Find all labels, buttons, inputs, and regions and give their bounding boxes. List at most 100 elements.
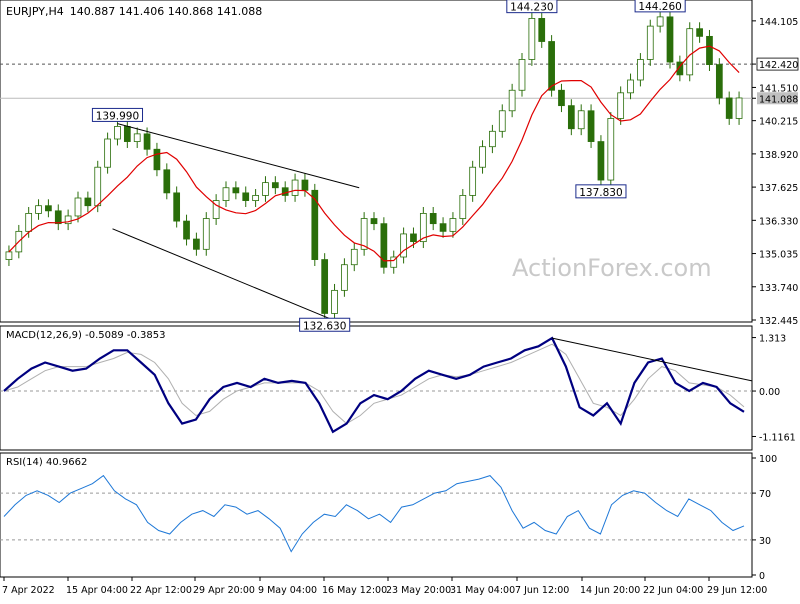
macd-tick-label: 1.313	[759, 334, 786, 345]
price-annotation-label: 144.230	[510, 2, 553, 14]
candle-body	[617, 92, 625, 119]
price-annotation-box	[299, 317, 351, 332]
candle-body	[587, 110, 595, 142]
candle-body	[410, 233, 417, 243]
rsi-tick-label: 70	[759, 489, 771, 500]
candle-body	[5, 251, 13, 260]
current-price-badge	[757, 92, 798, 105]
candle-body	[558, 89, 565, 107]
candle-body	[725, 97, 733, 119]
candle-body	[163, 169, 171, 194]
x-tick-label: 16 May 12:00	[322, 585, 387, 596]
macd-title: MACD(12,26,9) -0.5089 -0.3853	[6, 330, 166, 341]
candle-body	[735, 97, 743, 119]
candle-body	[173, 192, 181, 222]
x-tick-label: 31 May 04:00	[450, 585, 515, 596]
candle-body	[479, 146, 486, 168]
candle-body	[321, 259, 329, 314]
candle-body	[696, 28, 703, 37]
candle-body	[104, 138, 111, 168]
price-chart-title: EURJPY,H4	[6, 5, 64, 18]
price-tick-label: 135.035	[759, 250, 798, 261]
price-annotation-label: 132.630	[303, 320, 346, 332]
x-tick-label: 22 Apr 12:00	[130, 585, 192, 596]
price-tick-label: 141.088	[759, 94, 798, 105]
candle-body	[370, 218, 378, 225]
candle-body	[262, 182, 269, 196]
price-tick-label: 138.920	[759, 150, 798, 161]
candle-body	[419, 213, 427, 243]
x-tick-label: 7 Apr 2022	[2, 585, 55, 596]
x-tick-label: 22 Jun 04:00	[643, 585, 703, 596]
moving-average-line	[8, 45, 740, 262]
candle-body	[252, 195, 259, 201]
candle-body	[666, 16, 674, 63]
candle-body	[301, 179, 309, 191]
candle-body	[646, 25, 654, 60]
candle-body	[35, 205, 42, 214]
rsi-tick-label: 100	[759, 454, 777, 465]
candle-body	[528, 18, 536, 60]
candle-body	[706, 35, 713, 65]
candle-body	[518, 59, 526, 91]
price-tick-label: 137.625	[759, 183, 798, 194]
macd-tick-label: -1.1161	[759, 432, 796, 443]
price-panel	[0, 0, 753, 323]
candle-body	[54, 210, 62, 225]
lower-channel-line	[112, 228, 330, 320]
candle-body	[607, 118, 615, 181]
rsi-tick-label: 0	[759, 571, 765, 582]
candle-body	[291, 179, 299, 196]
candle-body	[637, 59, 644, 81]
macd-signal-line	[3, 343, 745, 425]
price-tick-label: 133.740	[759, 283, 798, 294]
candle-body	[311, 189, 319, 260]
candle-body	[45, 205, 52, 212]
candle-body	[715, 64, 723, 99]
candle-body	[94, 166, 102, 207]
rsi-panel	[0, 452, 753, 578]
rsi-tick-label: 30	[759, 536, 771, 547]
candle-body	[74, 197, 82, 217]
candle-body	[449, 218, 457, 232]
ohlc-values: 140.887 141.406 140.868 141.088	[70, 5, 262, 18]
candle-body	[390, 256, 398, 268]
rsi-title: RSI(14) 40.9662	[6, 457, 87, 468]
candle-body	[459, 195, 467, 219]
x-tick-label: 23 May 20:00	[386, 585, 451, 596]
rsi-line	[3, 474, 745, 553]
candle-body	[538, 18, 546, 42]
symbol-header: EURJPY,H4 140.887 141.406 140.868 141.088	[6, 5, 262, 18]
candle-body	[686, 28, 694, 76]
candle-body	[123, 126, 131, 142]
candle-body	[84, 197, 92, 207]
candle-body	[656, 16, 664, 27]
candle-body	[222, 187, 230, 201]
candle-body	[469, 166, 477, 196]
candle-body	[242, 192, 250, 201]
candle-body	[400, 233, 407, 258]
price-tick-label: 140.215	[759, 117, 798, 128]
x-tick-label: 14 Jun 20:00	[580, 585, 640, 596]
candle-body	[193, 238, 200, 250]
candle-body	[577, 110, 585, 130]
candle-body	[627, 79, 634, 94]
x-tick-label: 29 Jun 12:00	[707, 585, 767, 596]
candle-body	[380, 223, 388, 268]
upper-channel-line	[117, 123, 360, 189]
candle-body	[489, 130, 496, 148]
candle-body	[114, 126, 121, 140]
macd-panel	[0, 325, 753, 451]
price-tick-label: 136.330	[759, 216, 798, 227]
candle-body	[676, 61, 684, 76]
macd-trendline	[552, 337, 753, 382]
candle-body	[153, 148, 161, 171]
candle-body	[133, 133, 141, 142]
price-annotation-box	[506, 0, 558, 14]
macd-tick-label: 0.00	[759, 387, 780, 398]
candle-body	[183, 220, 190, 240]
candle-body	[439, 223, 447, 232]
price-tick-label: 132.445	[759, 316, 798, 327]
watermark: ActionForex.com	[512, 254, 712, 282]
